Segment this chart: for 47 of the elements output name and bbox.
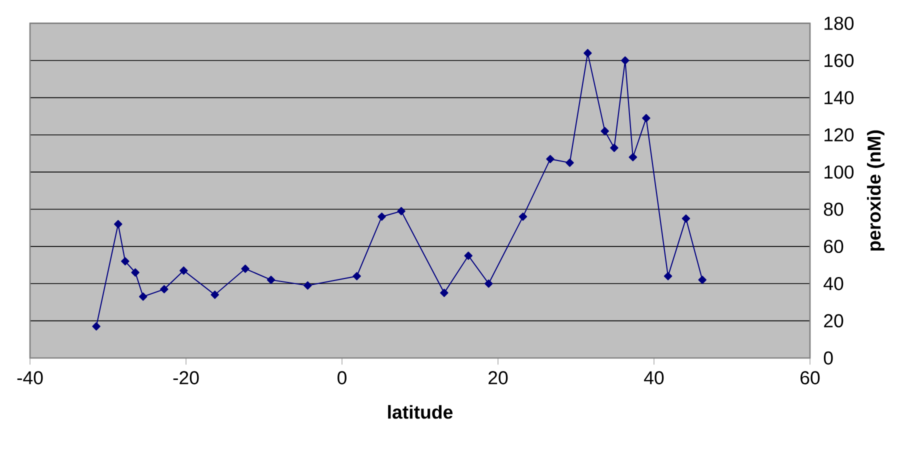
point: [266, 276, 276, 284]
point: [121, 257, 130, 266]
x-tick-label: 60: [800, 371, 820, 384]
point: [464, 252, 472, 260]
x-axis-title: latitude: [388, 405, 453, 419]
point: [600, 127, 609, 136]
point: [378, 212, 386, 221]
y-tick-label: 120: [824, 128, 854, 142]
y-tick-label: 20: [824, 314, 844, 328]
point: [138, 292, 148, 301]
x-tick-label: 0: [338, 371, 346, 384]
y-tick-label: 0: [824, 351, 833, 365]
y-tick-label: 40: [824, 276, 844, 290]
point: [518, 212, 528, 221]
y-tick-label: 60: [824, 240, 844, 254]
point: [397, 206, 406, 216]
point: [642, 114, 650, 122]
x-tick-label: -20: [173, 371, 199, 384]
y-tick-label: 80: [824, 202, 844, 216]
x-tick-label: 20: [488, 371, 508, 384]
y-tick-label: 140: [824, 91, 854, 104]
point: [210, 290, 220, 299]
y-tick-label: 100: [824, 165, 854, 179]
point: [621, 56, 630, 65]
point: [566, 158, 574, 167]
point: [160, 285, 168, 294]
point: [546, 154, 554, 164]
point: [180, 266, 188, 275]
point: [584, 48, 592, 58]
point: [610, 144, 618, 152]
point: [92, 322, 100, 331]
point: [131, 268, 140, 277]
x-tick-label: -40: [17, 371, 43, 384]
y-tick-label: 160: [824, 54, 854, 68]
y-tick-label: 180: [824, 16, 854, 30]
point: [114, 220, 122, 228]
point: [241, 264, 250, 273]
point: [440, 288, 448, 298]
x-tick-label: 40: [644, 371, 664, 384]
point: [664, 272, 672, 280]
point: [484, 279, 493, 288]
point: [628, 153, 638, 162]
point: [352, 272, 361, 280]
y-axis-title: peroxide (nM): [867, 130, 884, 251]
point: [698, 276, 706, 284]
point: [682, 214, 690, 223]
point: [304, 281, 312, 290]
